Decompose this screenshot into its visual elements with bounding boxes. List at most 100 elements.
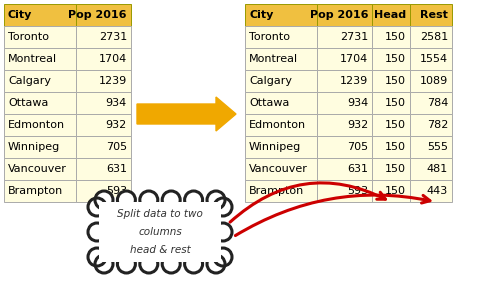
Bar [76,136,131,158]
Text: Calgary: Calgary [249,76,292,86]
Bar [76,92,131,114]
Bar [317,180,372,202]
Text: columns: columns [138,227,182,237]
Bar [317,114,372,136]
Circle shape [207,255,225,273]
Bar [317,4,372,26]
Bar [245,92,317,114]
Text: Montreal: Montreal [8,54,57,64]
Text: 932: 932 [106,120,127,130]
Bar [317,158,372,180]
Text: 150: 150 [385,186,406,196]
Text: 150: 150 [385,76,406,86]
Circle shape [88,248,106,266]
Text: 443: 443 [427,186,448,196]
Bar [317,48,372,70]
Text: 1704: 1704 [99,54,127,64]
Text: Pop 2016: Pop 2016 [68,10,127,20]
Bar [372,70,410,92]
Bar [4,136,76,158]
Bar [317,136,372,158]
Circle shape [184,255,203,273]
Text: 150: 150 [385,54,406,64]
Bar [4,180,76,202]
Bar [317,26,372,48]
Text: Edmonton: Edmonton [8,120,65,130]
Bar [4,70,76,92]
Bar [245,114,317,136]
Bar [245,180,317,202]
FancyArrow shape [137,97,236,131]
Text: 934: 934 [106,98,127,108]
Bar [76,26,131,48]
Text: Brampton: Brampton [8,186,63,196]
Text: 705: 705 [347,142,368,152]
Bar [410,70,452,92]
Circle shape [207,191,225,209]
Circle shape [95,191,113,209]
Bar [372,26,410,48]
Bar [4,114,76,136]
Text: 932: 932 [347,120,368,130]
Text: Vancouver: Vancouver [8,164,67,174]
Bar [245,4,317,26]
Text: 481: 481 [427,164,448,174]
Text: 150: 150 [385,142,406,152]
Bar [76,114,131,136]
Bar [245,26,317,48]
Text: 1554: 1554 [420,54,448,64]
Bar [410,92,452,114]
Text: 2731: 2731 [340,32,368,42]
Text: Winnipeg: Winnipeg [8,142,60,152]
Circle shape [95,255,113,273]
Bar [245,48,317,70]
Text: Rest: Rest [420,10,448,20]
Text: Montreal: Montreal [249,54,298,64]
Bar [410,180,452,202]
Text: Ottawa: Ottawa [8,98,48,108]
Circle shape [162,191,180,209]
Bar [4,26,76,48]
Text: Ottawa: Ottawa [249,98,289,108]
Text: 705: 705 [106,142,127,152]
Circle shape [140,191,158,209]
Text: Vancouver: Vancouver [249,164,308,174]
Circle shape [162,255,180,273]
Bar [76,48,131,70]
Text: 593: 593 [347,186,368,196]
Bar [372,114,410,136]
Bar [372,4,410,26]
Bar [4,4,76,26]
Text: Toronto: Toronto [249,32,290,42]
Bar [317,70,372,92]
Bar [410,48,452,70]
Text: 631: 631 [106,164,127,174]
Bar [317,92,372,114]
Text: 2731: 2731 [99,32,127,42]
FancyBboxPatch shape [99,202,221,262]
Text: 150: 150 [385,98,406,108]
Text: City: City [249,10,273,20]
Bar [4,92,76,114]
Circle shape [214,223,232,241]
Bar [245,158,317,180]
Text: 1089: 1089 [420,76,448,86]
Text: Toronto: Toronto [8,32,49,42]
Bar [245,70,317,92]
Bar [372,48,410,70]
Circle shape [184,191,203,209]
Text: Pop 2016: Pop 2016 [309,10,368,20]
Circle shape [118,191,135,209]
Bar [410,114,452,136]
Bar [410,158,452,180]
Text: Head: Head [374,10,406,20]
Bar [245,136,317,158]
Text: Edmonton: Edmonton [249,120,306,130]
Text: 934: 934 [347,98,368,108]
Bar [372,92,410,114]
Text: Winnipeg: Winnipeg [249,142,301,152]
Bar [410,136,452,158]
Bar [76,158,131,180]
Bar [76,70,131,92]
Text: Split data to two: Split data to two [117,209,203,219]
